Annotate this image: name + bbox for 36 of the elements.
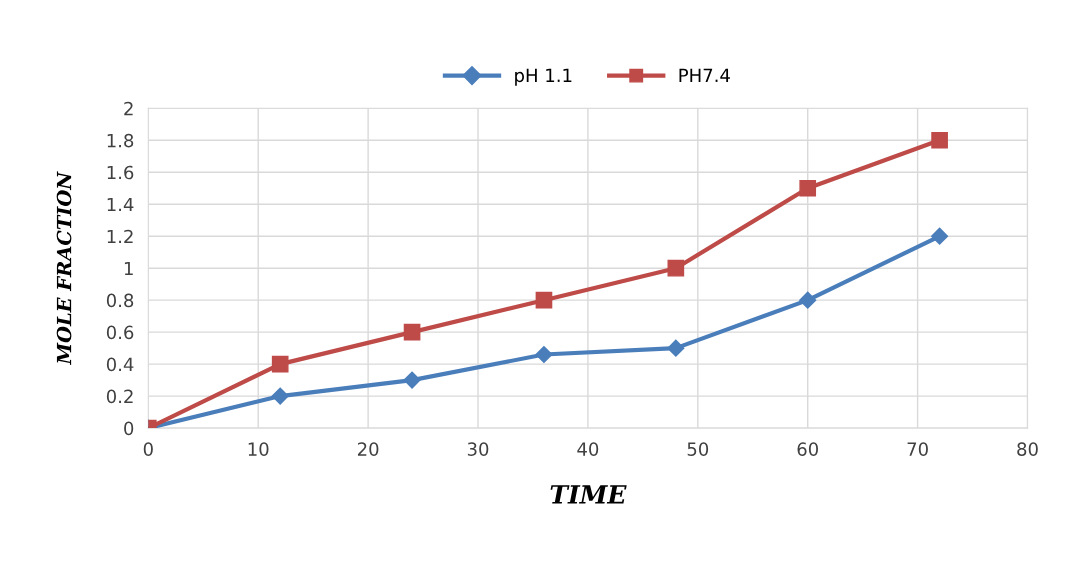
point bbox=[271, 355, 289, 373]
point bbox=[667, 259, 685, 277]
x-tick-label: 70 bbox=[907, 442, 928, 456]
point bbox=[799, 179, 817, 197]
x-tick-label: 0 bbox=[143, 442, 153, 456]
y-tick-label: 0.8 bbox=[106, 293, 134, 308]
x-tick-label: 60 bbox=[797, 442, 819, 456]
y-tick-label: 2 bbox=[124, 101, 133, 116]
point bbox=[931, 131, 948, 149]
y-tick-label: 1.2 bbox=[107, 229, 133, 244]
y-tick-label: 1.8 bbox=[107, 133, 134, 148]
point bbox=[535, 291, 553, 309]
y-tick-label: 1.4 bbox=[107, 197, 134, 212]
x-axis-title: TIME bbox=[550, 485, 627, 504]
legend-label: pH 1.1 bbox=[515, 68, 572, 86]
point bbox=[403, 371, 421, 389]
y-tick-label: 1.6 bbox=[107, 165, 134, 180]
x-tick-label: 50 bbox=[687, 442, 709, 456]
y-axis-title: MOLE FRACTION bbox=[56, 171, 72, 365]
x-tick-label: 30 bbox=[467, 442, 489, 456]
point bbox=[799, 291, 817, 309]
legend-label: PH7.4 bbox=[679, 68, 730, 82]
y-tick-label: 0.2 bbox=[106, 389, 133, 404]
point bbox=[271, 387, 289, 405]
y-tick-label: 1 bbox=[124, 261, 133, 276]
x-tick-label: 80 bbox=[1017, 442, 1038, 456]
point bbox=[403, 323, 421, 341]
point bbox=[667, 339, 685, 357]
y-tick-label: 0.6 bbox=[106, 325, 134, 340]
point bbox=[931, 227, 949, 245]
x-tick-label: 10 bbox=[248, 442, 269, 456]
x-tick-label: 40 bbox=[577, 442, 599, 456]
y-tick-label: 0 bbox=[124, 421, 134, 436]
point bbox=[535, 345, 553, 364]
x-tick-label: 20 bbox=[357, 442, 379, 456]
y-tick-label: 0.4 bbox=[106, 357, 134, 372]
